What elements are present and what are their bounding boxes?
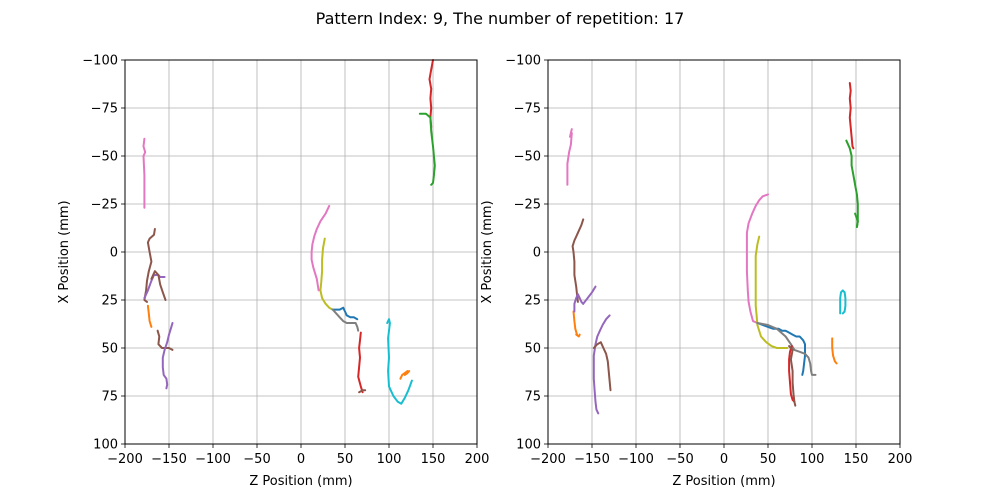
trajectory-line-16 [573, 293, 585, 313]
trajectory-line-17 [156, 329, 174, 351]
x-tick-label: 0 [720, 452, 728, 467]
x-tick-label: −200 [530, 452, 566, 467]
trajectory-line-6 [357, 331, 364, 394]
trajectory-line-5 [756, 322, 817, 376]
x-tick-label: 200 [888, 452, 913, 467]
y-tick-label: −75 [514, 102, 541, 117]
trajectory-line-10 [386, 318, 413, 405]
trajectory-line-8 [428, 59, 434, 129]
trajectory-line-14 [572, 310, 578, 336]
x-tick-label: 50 [337, 452, 354, 467]
trajectory-line-3 [754, 235, 789, 349]
x-tick-label: −50 [666, 452, 693, 467]
trajectory-line-5 [331, 308, 360, 332]
y-axis-label: X Position (mm) [480, 200, 495, 303]
y-tick-label: 0 [533, 246, 541, 261]
trajectory-line-1 [566, 128, 573, 186]
trajectory-line-12 [403, 370, 411, 376]
left-plot-panel: −200 −150 −100 −50 0 50 100 150 200 −100 −75 −50 −25… [57, 54, 489, 490]
trajectory-line-8 [848, 82, 855, 150]
y-tick-label: 50 [101, 342, 118, 357]
y-tick-label: 25 [101, 294, 118, 309]
y-tick-label: 75 [524, 390, 541, 405]
trajectory-line-9 [845, 139, 859, 228]
trajectory-line-2 [310, 204, 331, 292]
x-tick-label: −50 [243, 452, 270, 467]
trajectory-line-10 [854, 212, 859, 228]
y-tick-label: −75 [91, 102, 118, 117]
trajectory-line-1 [142, 137, 147, 209]
y-tick-label: −25 [514, 198, 541, 213]
trajectory-line-9 [418, 112, 436, 186]
y-tick-label: −100 [82, 54, 118, 69]
y-tick-label: −25 [91, 198, 118, 213]
x-tick-label: −100 [618, 452, 654, 467]
trajectory-line-18 [592, 314, 611, 415]
y-tick-label: 75 [101, 390, 118, 405]
x-tick-label: 150 [844, 452, 869, 467]
trajectory-line-4 [331, 306, 359, 321]
x-tick-label: −100 [195, 452, 231, 467]
trajectory-line-11 [399, 370, 409, 380]
y-tick-label: 50 [524, 342, 541, 357]
y-tick-label: −100 [505, 54, 541, 69]
x-tick-label: 50 [760, 452, 777, 467]
x-axis-label: Z Position (mm) [249, 474, 352, 489]
x-tick-label: 100 [377, 452, 402, 467]
x-tick-label: 150 [421, 452, 446, 467]
trajectory-line-15 [150, 270, 167, 301]
y-tick-label: 0 [110, 246, 118, 261]
x-axis-label: Z Position (mm) [672, 474, 775, 489]
y-tick-label: −50 [91, 150, 118, 165]
trajectory-line-19 [592, 341, 612, 392]
x-tick-label: 200 [465, 452, 490, 467]
trajectory-line-15 [571, 218, 585, 303]
trajectory-line-18 [161, 322, 174, 390]
y-tick-label: −50 [514, 150, 541, 165]
trajectory-line-17 [582, 285, 597, 305]
trajectory-line-7 [358, 389, 367, 394]
x-tick-label: 100 [800, 452, 825, 467]
trajectory-line-11 [839, 289, 847, 315]
figure-title: Pattern Index: 9, The number of repetiti… [316, 9, 685, 28]
x-tick-label: −200 [107, 452, 143, 467]
x-tick-label: −150 [151, 452, 187, 467]
x-tick-label: 0 [297, 452, 305, 467]
trajectory-line-2 [745, 193, 769, 324]
right-plot-panel: −200 −150 −100 −50 0 50 100 150 200 −100 −75 −50 −25… [480, 54, 912, 490]
trajectory-line-13 [143, 228, 156, 303]
y-axis-label: X Position (mm) [57, 200, 72, 303]
y-tick-label: 25 [524, 294, 541, 309]
trajectory-line-16 [146, 304, 153, 328]
trajectory-line-7 [788, 345, 797, 407]
x-tick-label: −150 [574, 452, 610, 467]
trajectory-line-3 [319, 237, 334, 311]
trajectory-line-14 [143, 274, 166, 300]
trajectory-line-4 [756, 322, 806, 376]
trajectory-line-6 [788, 345, 796, 403]
y-tick-label: 100 [516, 438, 541, 453]
trajectory-line-12 [831, 337, 838, 365]
y-tick-label: 100 [93, 438, 118, 453]
